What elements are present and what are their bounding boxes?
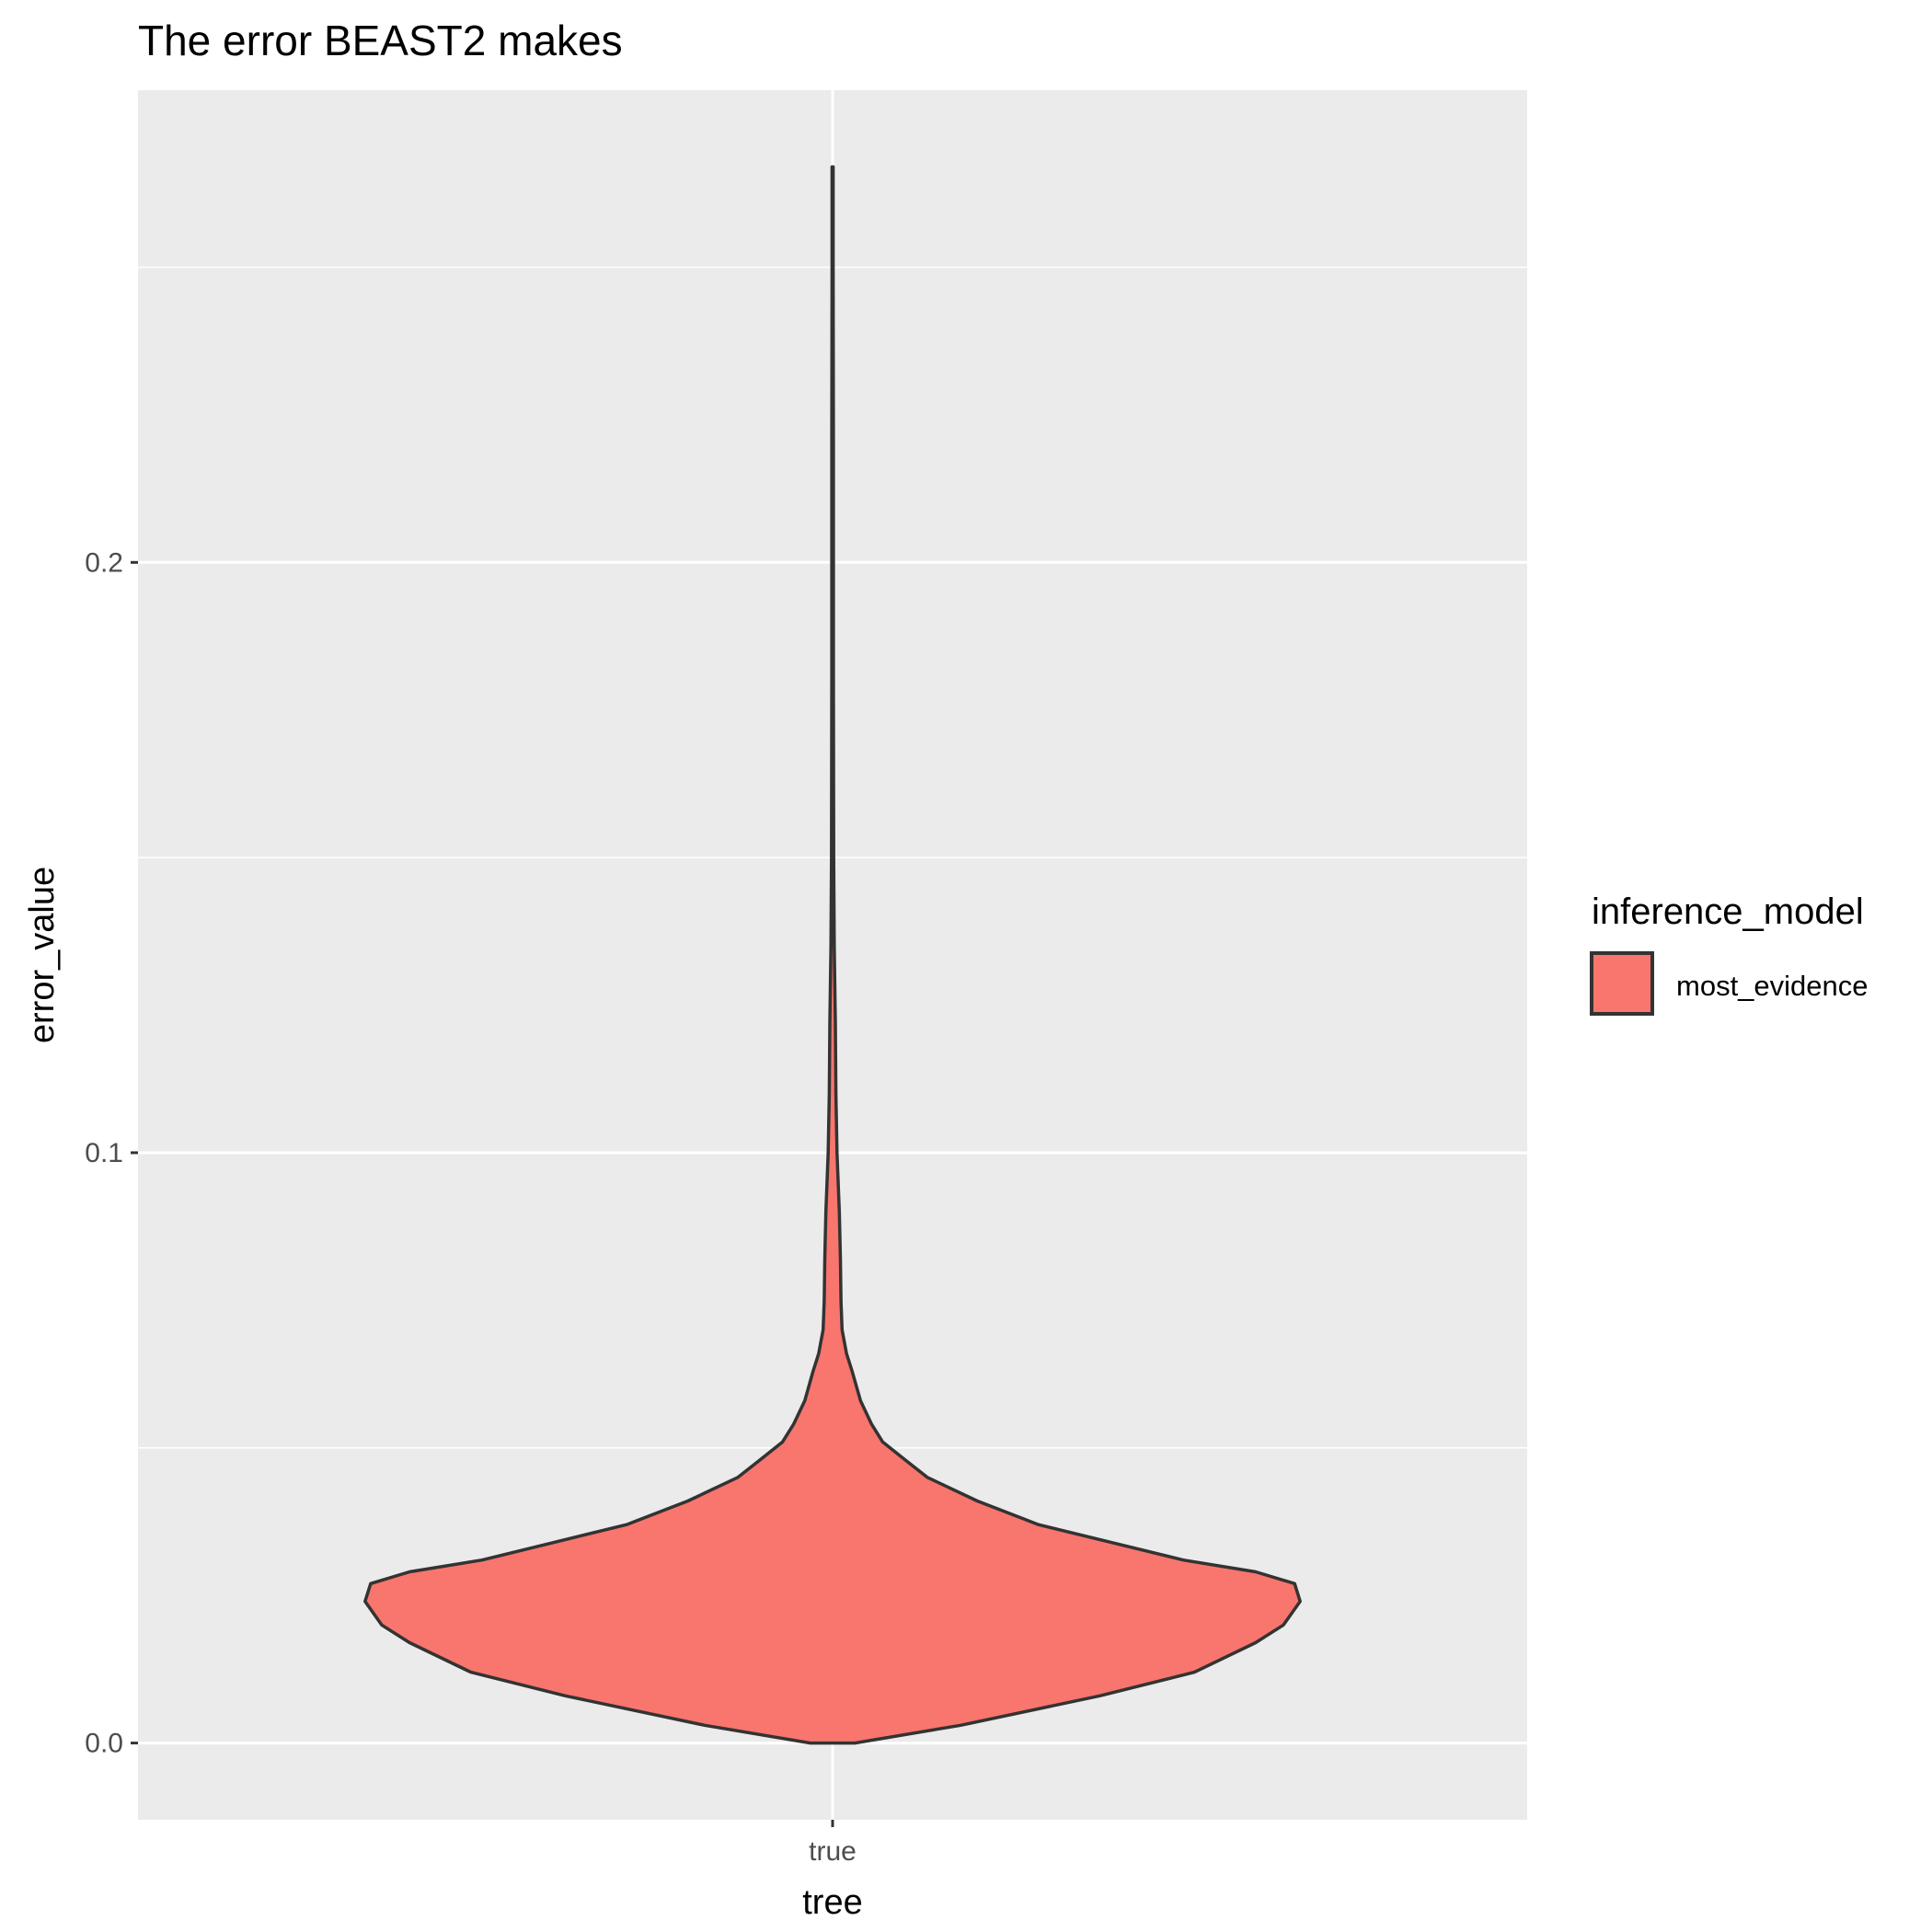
y-tick-label: 0.1 <box>85 1138 123 1168</box>
y-axis: 0.0 0.1 0.2 <box>85 547 138 1759</box>
x-tick-label: true <box>809 1836 857 1867</box>
legend-key-most-evidence <box>1590 951 1654 1016</box>
y-tick-label: 0.0 <box>85 1729 123 1759</box>
legend-label-most-evidence: most_evidence <box>1676 970 1869 1002</box>
x-axis-title: tree <box>802 1883 862 1922</box>
legend-title: inference_model <box>1592 891 1864 932</box>
violin-most-evidence <box>363 165 1302 1745</box>
chart-title: The error BEAST2 makes <box>138 17 623 64</box>
y-axis-title: error_value <box>23 867 62 1043</box>
y-tick-label: 0.2 <box>85 547 123 578</box>
x-axis: true <box>809 1820 857 1867</box>
violin-layer <box>363 165 1302 1745</box>
legend: inference_model most_evidence <box>1590 891 1869 1016</box>
